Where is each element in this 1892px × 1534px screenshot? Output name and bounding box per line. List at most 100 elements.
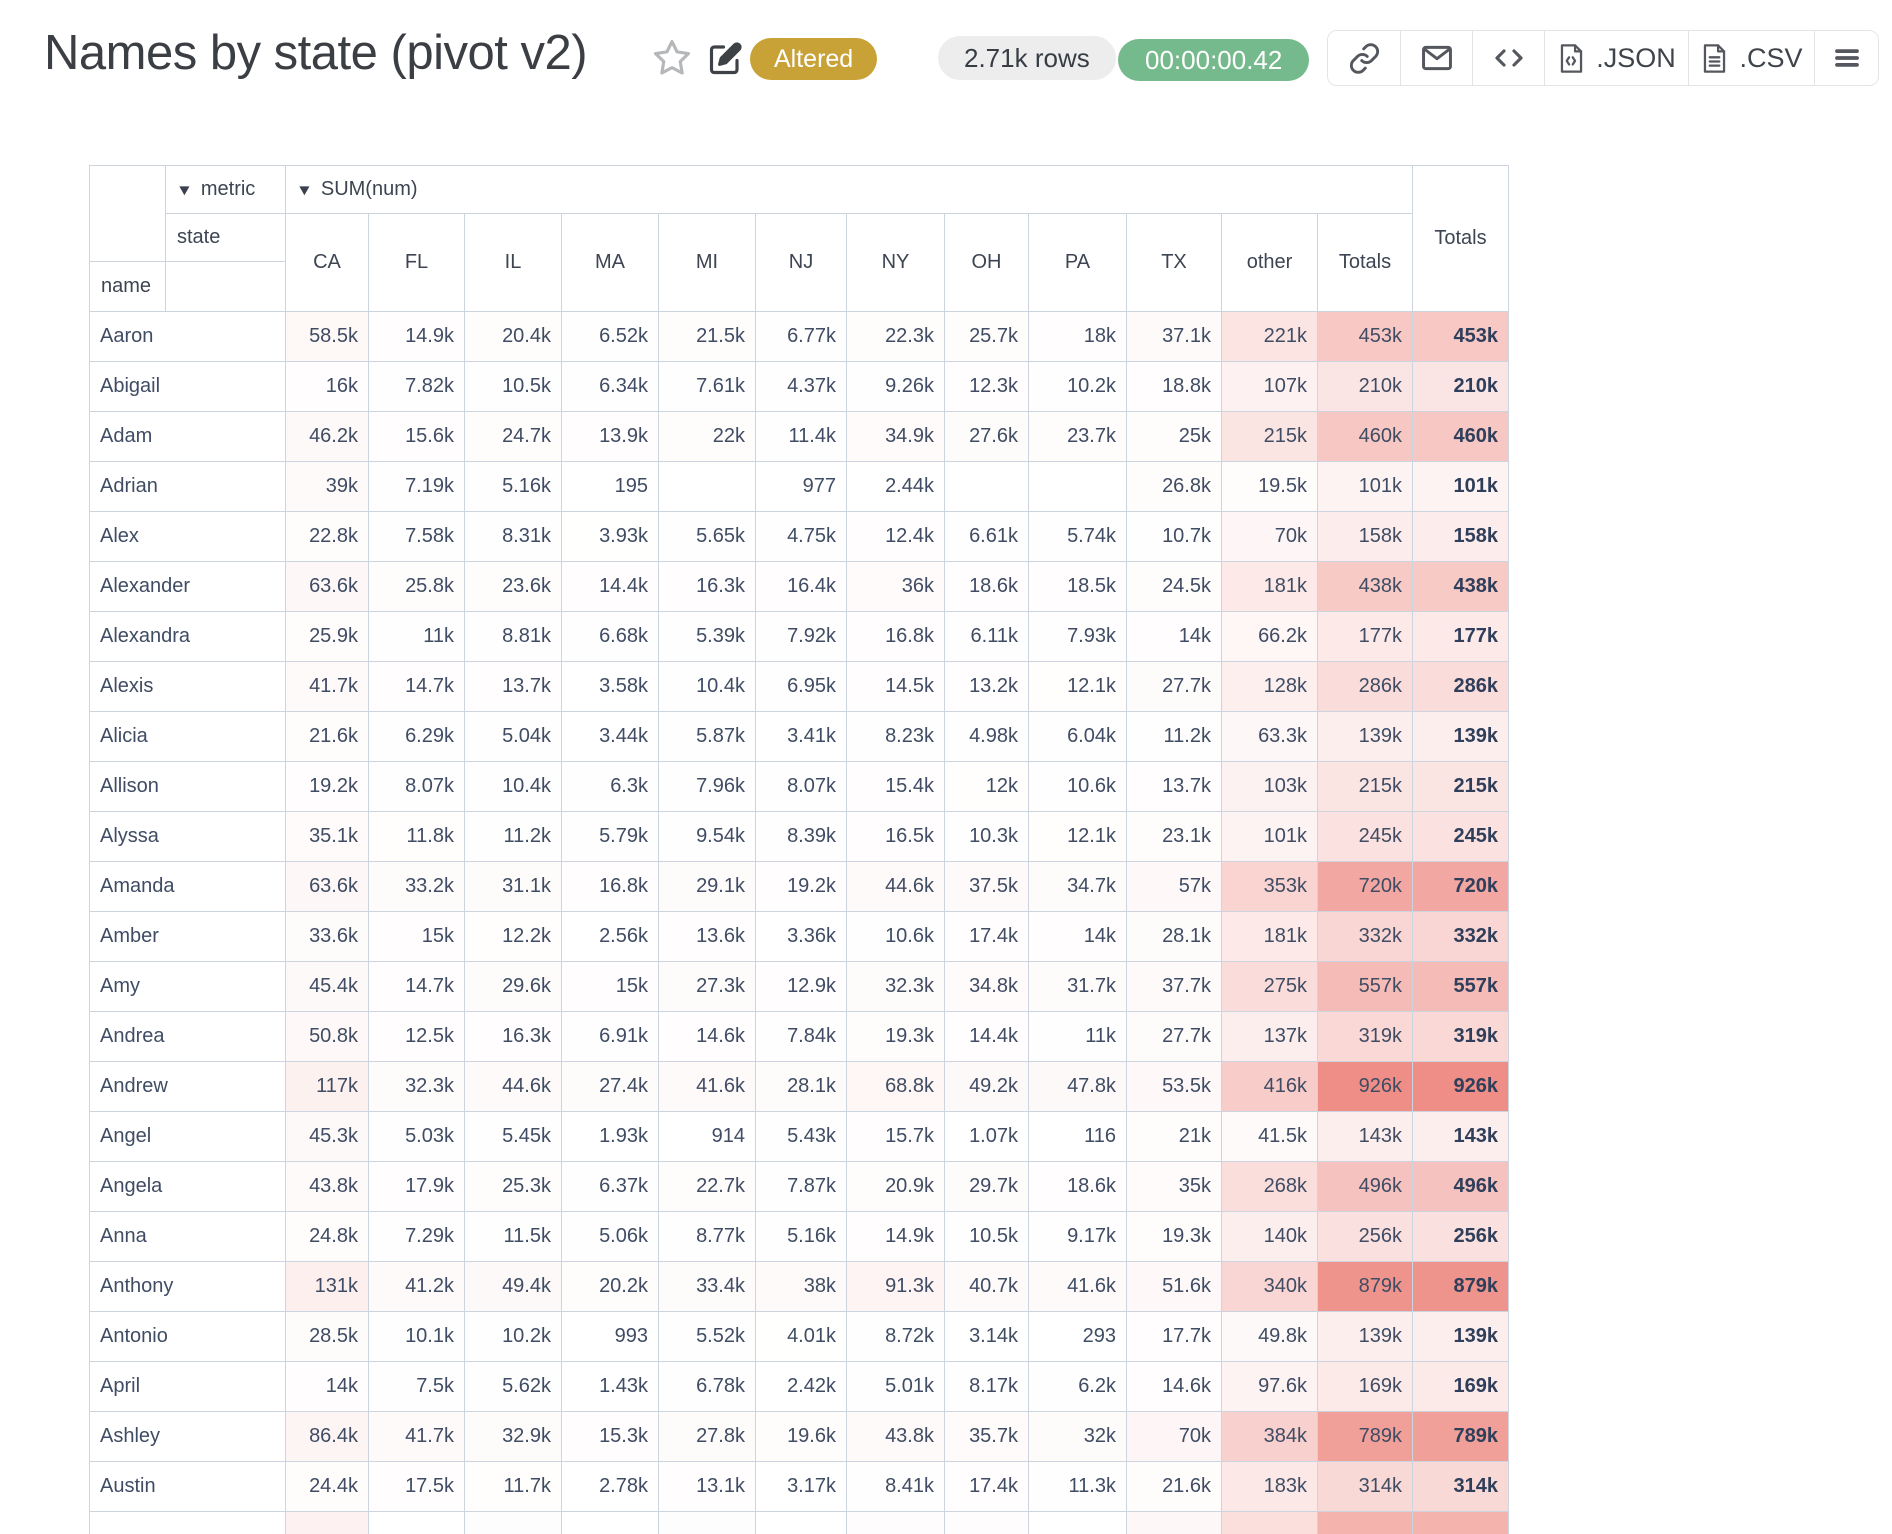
value-cell-other: 181k: [1221, 561, 1318, 612]
value-cell-fl: 41.7k: [368, 1411, 465, 1462]
value-cell-oh: 34.8k: [944, 961, 1029, 1012]
table-row: Ashley 86.4k 41.7k 32.9k 15.3k 27.8k 19.6k 43.…: [89, 1411, 1509, 1462]
metric-axis-header[interactable]: ▼ metric: [165, 165, 286, 214]
query-runtime-badge: 00:00:00.42: [1118, 39, 1310, 81]
value-cell-oh: [944, 461, 1029, 512]
share-link-button[interactable]: [1328, 31, 1400, 85]
col-header-ny: NY: [846, 213, 945, 312]
more-options-button[interactable]: [1814, 31, 1878, 85]
filter-triangle-icon[interactable]: ▼: [175, 182, 193, 199]
row-name: Abigail: [89, 361, 286, 412]
value-cell-other: 63.3k: [1221, 711, 1318, 762]
value-cell-pa: 34.7k: [1028, 861, 1127, 912]
value-cell-mi: 5.52k: [658, 1311, 756, 1362]
clipped-cell: [285, 1511, 369, 1534]
clipped-cell: [368, 1511, 465, 1534]
clipped-cell: [561, 1511, 659, 1534]
value-cell-pa: 11k: [1028, 1011, 1127, 1062]
row-name: Amanda: [89, 861, 286, 912]
metric-value-header[interactable]: ▼ SUM(num): [285, 165, 1413, 214]
value-cell-il: 31.1k: [464, 861, 562, 912]
value-cell-pa: 6.2k: [1028, 1361, 1127, 1412]
value-cell-other: 140k: [1221, 1211, 1318, 1262]
value-cell-il: 10.2k: [464, 1311, 562, 1362]
table-row: Andrew 117k 32.3k 44.6k 27.4k 41.6k 28.1k 68.8…: [89, 1061, 1509, 1112]
row-name: [89, 1511, 286, 1534]
value-cell-fl: 15.6k: [368, 411, 465, 462]
value-cell-ma: 3.58k: [561, 661, 659, 712]
value-cell-oh: 10.3k: [944, 811, 1029, 862]
value-cell-oh: 17.4k: [944, 911, 1029, 962]
value-cell-other: 19.5k: [1221, 461, 1318, 512]
value-cell-ma: 15k: [561, 961, 659, 1012]
value-cell-other: 70k: [1221, 511, 1318, 562]
row-name: April: [89, 1361, 286, 1412]
value-cell-oh: 1.07k: [944, 1111, 1029, 1162]
hamburger-menu-icon: [1832, 43, 1862, 73]
link-icon: [1348, 42, 1381, 75]
grand-total-cell: 158k: [1412, 511, 1509, 562]
col-header-il: IL: [464, 213, 562, 312]
value-cell-ca: 45.3k: [285, 1111, 369, 1162]
status-badge: Altered: [750, 38, 878, 80]
table-row: Aaron 58.5k 14.9k 20.4k 6.52k 21.5k 6.77k 22.3…: [89, 311, 1509, 362]
table-row: Amanda 63.6k 33.2k 31.1k 16.8k 29.1k 19.2k 44.…: [89, 861, 1509, 912]
clipped-cell: [944, 1511, 1029, 1534]
value-cell-ny: 32.3k: [846, 961, 945, 1012]
edit-title-button[interactable]: [707, 41, 743, 77]
row-name: Alexis: [89, 661, 286, 712]
value-cell-ny: 68.8k: [846, 1061, 945, 1112]
download-csv-button[interactable]: .CSV: [1688, 31, 1814, 85]
value-cell-nj: 3.36k: [755, 911, 847, 962]
value-cell-fl: 7.29k: [368, 1211, 465, 1262]
row-name: Angel: [89, 1111, 286, 1162]
value-cell-ny: 5.01k: [846, 1361, 945, 1412]
value-cell-tx: 11.2k: [1126, 711, 1222, 762]
value-cell-il: 5.62k: [464, 1361, 562, 1412]
value-cell-totals: 557k: [1317, 961, 1413, 1012]
value-cell-oh: 14.4k: [944, 1011, 1029, 1062]
row-name: Anna: [89, 1211, 286, 1262]
table-row: Anna 24.8k 7.29k 11.5k 5.06k 8.77k 5.16k 14.9k…: [89, 1211, 1509, 1262]
value-cell-nj: 8.39k: [755, 811, 847, 862]
value-cell-mi: 8.77k: [658, 1211, 756, 1262]
download-json-button[interactable]: .JSON: [1544, 31, 1688, 85]
value-cell-il: 29.6k: [464, 961, 562, 1012]
value-cell-mi: 33.4k: [658, 1261, 756, 1312]
table-row: Alyssa 35.1k 11.8k 11.2k 5.79k 9.54k 8.39k 16.…: [89, 811, 1509, 862]
value-cell-ca: 24.8k: [285, 1211, 369, 1262]
value-cell-mi: 27.8k: [658, 1411, 756, 1462]
value-cell-ma: 1.43k: [561, 1361, 659, 1412]
value-cell-ny: 15.7k: [846, 1111, 945, 1162]
value-cell-il: 11.2k: [464, 811, 562, 862]
email-button[interactable]: [1400, 31, 1472, 85]
value-cell-ca: 43.8k: [285, 1161, 369, 1212]
value-cell-other: 275k: [1221, 961, 1318, 1012]
value-cell-mi: 22.7k: [658, 1161, 756, 1212]
favorite-star-button[interactable]: [651, 37, 693, 79]
value-cell-tx: 27.7k: [1126, 1011, 1222, 1062]
value-cell-ca: 131k: [285, 1261, 369, 1312]
filter-triangle-icon[interactable]: ▼: [295, 182, 313, 199]
value-cell-pa: 32k: [1028, 1411, 1127, 1462]
value-cell-pa: 11.3k: [1028, 1461, 1127, 1512]
value-cell-ca: 21.6k: [285, 711, 369, 762]
table-row: Andrea 50.8k 12.5k 16.3k 6.91k 14.6k 7.84k 19.…: [89, 1011, 1509, 1062]
table-row: April 14k 7.5k 5.62k 1.43k 6.78k 2.42k 5.01k 8.…: [89, 1361, 1509, 1412]
value-cell-fl: 14.7k: [368, 961, 465, 1012]
value-cell-ma: 6.91k: [561, 1011, 659, 1062]
clipped-cell: [658, 1511, 756, 1534]
value-cell-mi: 7.96k: [658, 761, 756, 812]
value-cell-ma: 6.34k: [561, 361, 659, 412]
value-cell-ny: 12.4k: [846, 511, 945, 562]
value-cell-tx: 21k: [1126, 1111, 1222, 1162]
value-cell-other: 268k: [1221, 1161, 1318, 1212]
embed-code-button[interactable]: [1472, 31, 1544, 85]
value-cell-ca: 39k: [285, 461, 369, 512]
value-cell-fl: 32.3k: [368, 1061, 465, 1112]
value-cell-oh: 27.6k: [944, 411, 1029, 462]
value-cell-fl: 7.19k: [368, 461, 465, 512]
clipped-cell: [1317, 1511, 1413, 1534]
row-name: Andrew: [89, 1061, 286, 1112]
value-cell-il: 12.2k: [464, 911, 562, 962]
